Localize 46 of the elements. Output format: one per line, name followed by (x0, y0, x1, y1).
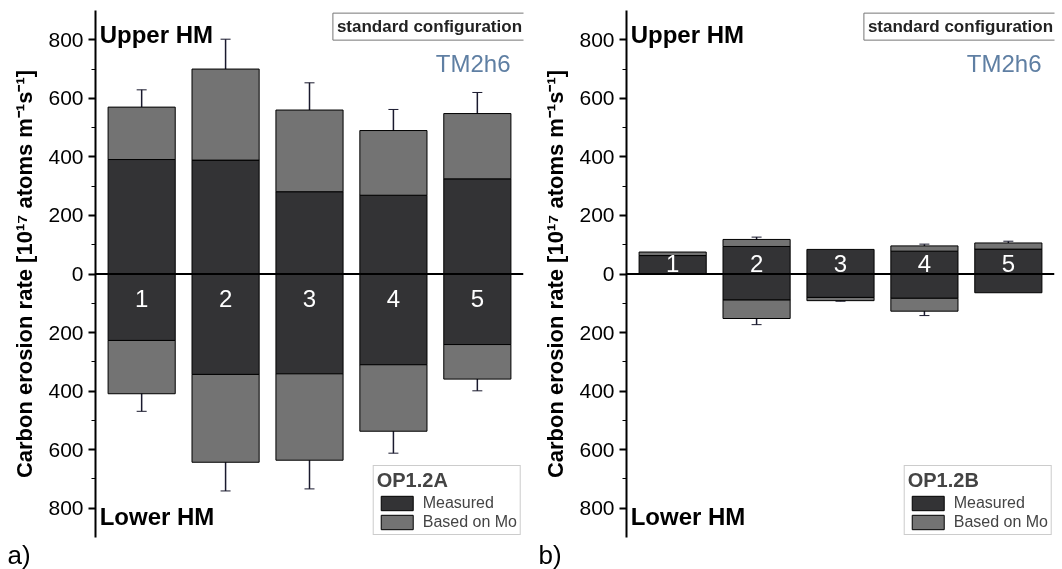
y-tick-label: 800 (48, 496, 84, 520)
category-label: 3 (302, 284, 317, 312)
y-tick-label: 800 (579, 27, 615, 51)
annotation: standard configuration (336, 17, 523, 37)
category-label: 5 (470, 284, 485, 312)
legend-label: Measured (953, 494, 1025, 512)
annotation: standard configuration (867, 17, 1054, 37)
y-tick-label: 600 (48, 437, 84, 461)
category-label: 5 (1001, 250, 1016, 278)
text: b) (538, 539, 562, 569)
y-tick-label: 200 (579, 320, 615, 344)
y-axis-title: Carbon erosion rate [10¹⁷ atoms m⁻¹s⁻¹] (543, 69, 569, 479)
text: a) (7, 539, 31, 569)
legend-title: OP1.2B (907, 469, 980, 492)
legend-label: Based on Mo (953, 513, 1048, 531)
y-tick-label: 200 (48, 320, 84, 344)
y-axis-title: Carbon erosion rate [10¹⁷ atoms m⁻¹s⁻¹] (12, 69, 38, 479)
y-tick-label: 200 (48, 203, 84, 227)
y-tick-label: 800 (48, 27, 84, 51)
annotation: Upper HM (99, 21, 214, 49)
y-tick-label: 0 (602, 262, 615, 285)
category-label: 1 (665, 250, 680, 278)
annotation: TM2h6 (966, 49, 1042, 77)
category-label: 1 (134, 284, 149, 312)
y-tick-label: 600 (579, 437, 615, 461)
legend-label: Measured (422, 494, 494, 512)
y-tick-label: 400 (579, 379, 615, 403)
y-tick-label: 400 (48, 144, 84, 168)
annotation: TM2h6 (435, 49, 511, 77)
y-tick-label: 400 (579, 144, 615, 168)
category-label: 2 (749, 250, 764, 278)
category-label: 2 (218, 284, 233, 312)
y-tick-label: 600 (579, 86, 615, 110)
y-tick-label: 200 (579, 203, 615, 227)
annotation: Upper HM (630, 21, 745, 49)
legend-label: Based on Mo (422, 513, 517, 531)
legend-title: OP1.2A (376, 469, 449, 492)
y-tick-label: 400 (48, 379, 84, 403)
annotation: Lower HM (99, 502, 215, 530)
annotation: Lower HM (630, 502, 746, 530)
y-tick-label: 0 (71, 262, 84, 285)
y-tick-label: 600 (48, 86, 84, 110)
category-label: 4 (386, 284, 401, 312)
category-label: 3 (833, 250, 848, 278)
y-tick-label: 800 (579, 496, 615, 520)
category-label: 4 (917, 250, 932, 278)
